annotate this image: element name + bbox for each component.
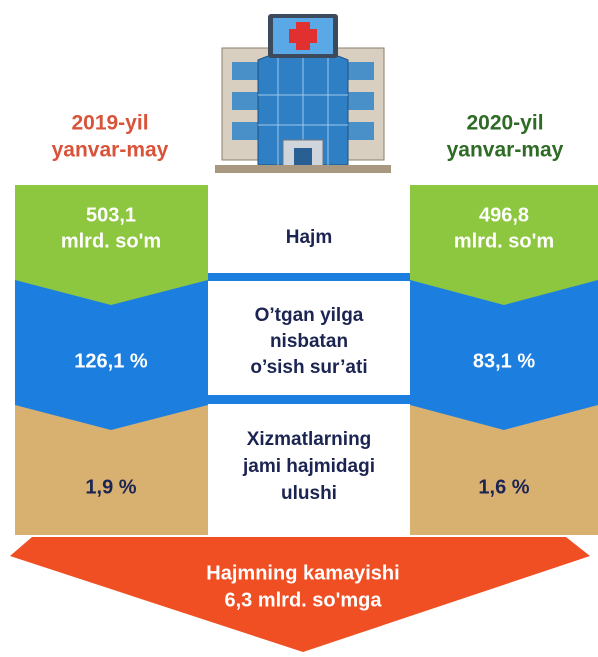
row-label: Hajm xyxy=(286,227,332,248)
row-label: O’tgan yilga xyxy=(255,305,364,326)
footer-text: 6,3 mlrd. so'mga xyxy=(224,589,382,611)
right-share: 1,6 % xyxy=(478,476,529,498)
middle-box xyxy=(208,404,410,528)
left-volume-unit: mlrd. so'm xyxy=(61,230,161,252)
right-growth: 83,1 % xyxy=(473,350,535,372)
left-growth: 126,1 % xyxy=(74,350,148,372)
right-period: yanvar-may xyxy=(447,139,564,162)
right-volume-unit: mlrd. so'm xyxy=(454,230,554,252)
row-label: nisbatan xyxy=(270,331,348,352)
right-volume-band xyxy=(410,185,598,305)
right-year: 2020-yil xyxy=(466,112,543,135)
left-growth-band xyxy=(15,275,208,430)
row-label: o’sish sur’ati xyxy=(250,357,367,378)
hospital-icon xyxy=(215,14,391,173)
middle-box xyxy=(208,185,410,273)
left-share: 1,9 % xyxy=(85,476,136,498)
middle-box xyxy=(208,281,410,395)
left-volume-band xyxy=(15,185,208,305)
footer-arrow xyxy=(10,537,590,652)
left-year: 2019-yil xyxy=(71,112,148,135)
row-label: jami hajmidagi xyxy=(242,456,375,477)
footer-text: Hajmning kamayishi xyxy=(206,562,399,584)
row-label: ulushi xyxy=(281,483,337,504)
right-growth-band xyxy=(410,275,598,430)
left-period: yanvar-may xyxy=(52,139,169,162)
left-volume: 503,1 xyxy=(86,204,136,226)
right-volume: 496,8 xyxy=(479,204,529,226)
row-label: Xizmatlarning xyxy=(247,429,372,450)
